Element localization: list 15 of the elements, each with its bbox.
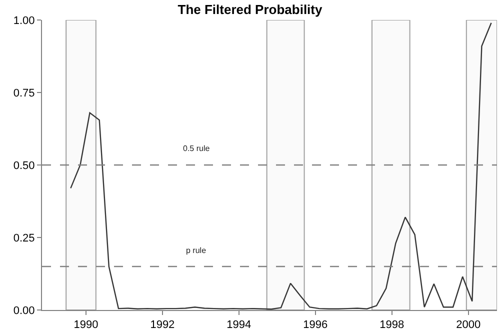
x-tick-label: 1996 — [303, 319, 328, 332]
y-tick-label: 0.50 — [13, 160, 35, 172]
ref-line-label: 0.5 rule — [183, 144, 210, 153]
x-tick-label: 1992 — [150, 319, 175, 332]
x-tick-label: 1998 — [380, 319, 404, 332]
y-tick-label: 0.75 — [13, 87, 35, 100]
y-tick-label: 0.00 — [13, 304, 35, 317]
y-tick-label: 1.00 — [13, 14, 35, 27]
y-tick-label: 0.25 — [13, 232, 35, 244]
x-tick-label: 1990 — [74, 319, 98, 332]
chart-title: The Filtered Probability — [178, 2, 323, 18]
x-tick-label: 2000 — [456, 319, 481, 332]
ref-line-label: p rule — [186, 246, 207, 255]
line-series — [70, 22, 492, 310]
x-tick-label: 1994 — [226, 319, 252, 332]
